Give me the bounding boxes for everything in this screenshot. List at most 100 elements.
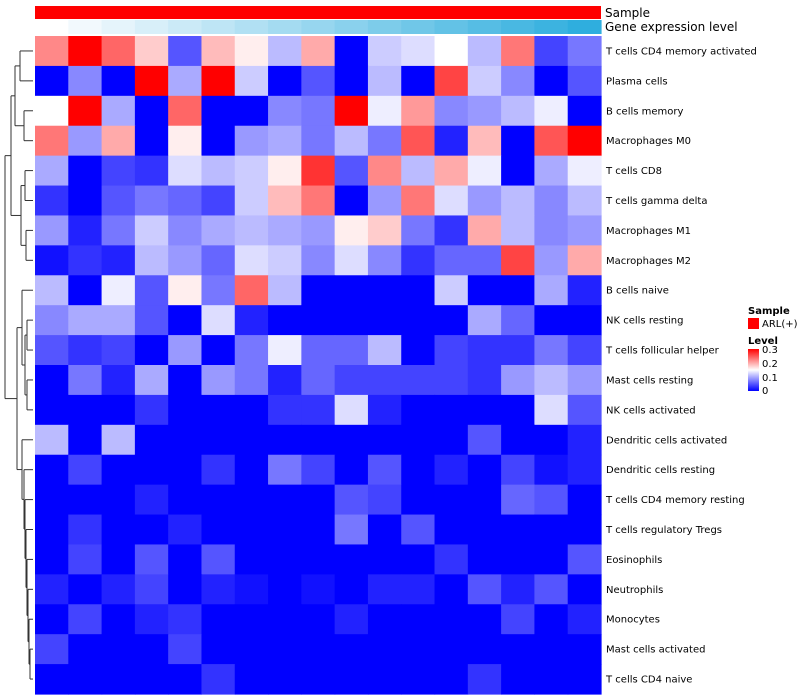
heatmap-cell [567,394,602,426]
heatmap-cell [101,65,136,97]
heatmap-cell [234,125,269,157]
heatmap-cell [534,275,569,306]
heatmap-cell [101,155,136,187]
heatmap-cell [334,245,369,276]
heatmap-cell [168,305,203,336]
heatmap-cell [467,36,502,67]
row-label: Monocytes [606,615,660,626]
row-labels: T cells CD4 memory activated Plasma cells… [605,46,757,685]
annotation-cell-gene-expression [467,20,502,34]
annotation-cell-gene-expression [567,20,602,34]
heatmap-cell [168,275,203,306]
heatmap-cell [301,574,336,605]
heatmap-cell [201,155,236,187]
heatmap-cell [401,664,436,695]
heatmap-cell [334,65,369,97]
heatmap-cell [134,544,169,575]
heatmap-cell [501,514,536,546]
heatmap-cell [434,155,469,187]
heatmap-cell [567,95,602,127]
heatmap-cell [501,245,536,276]
heatmap-cell [234,664,269,695]
legend-level-tick-0: 0.3 [762,345,778,356]
heatmap-cell [268,394,302,426]
heatmap-cell [134,215,169,246]
heatmap-cell [268,185,302,217]
heatmap-cell [234,394,269,426]
heatmap-cell [367,125,402,157]
heatmap-cell [168,514,203,546]
heatmap-cell [301,394,336,426]
heatmap-cell [234,185,269,217]
heatmap-cell [501,634,536,665]
heatmap-cell [168,574,203,605]
heatmap-cell [168,544,203,575]
heatmap-cell [567,155,602,187]
heatmap-cell [401,125,436,157]
heatmap-cell [68,574,103,605]
heatmap-cell [334,365,369,396]
heatmap-cell [367,95,402,127]
legend-sample-title: Sample [748,306,790,317]
annotation-cell-gene-expression [268,20,302,34]
heatmap-cell [467,365,502,396]
heatmap-cell [534,424,569,456]
heatmap-cell [268,664,302,695]
heatmap-cell [234,484,269,516]
heatmap-cell [567,514,602,546]
row-label: Macrophages M1 [606,226,691,237]
heatmap-cell [534,185,569,217]
heatmap-cell [134,394,169,426]
heatmap-cell [567,365,602,396]
annotation-cell-gene-expression [234,20,269,34]
heatmap-cell [101,305,136,336]
heatmap-cell [534,155,569,187]
heatmap-cell [301,305,336,336]
heatmap-cell [401,634,436,665]
heatmap-cell [268,604,302,635]
heatmap-cell [268,574,302,605]
heatmap-cell [201,215,236,246]
heatmap-cell [168,604,203,635]
heatmap-cell [168,424,203,456]
heatmap-cell [35,95,69,127]
heatmap-cell [334,664,369,695]
heatmap-cell [434,634,469,665]
heatmap-cell [334,275,369,306]
heatmap-cell [534,574,569,605]
heatmap-cell [134,664,169,695]
heatmap-cell [467,65,502,97]
heatmap-cell [334,604,369,635]
heatmap-cell [168,95,203,127]
heatmap-cell [501,185,536,217]
heatmap-cell [534,484,569,516]
heatmap-cell [567,424,602,456]
legend-level-tick-2: 0.1 [762,373,778,384]
heatmap-cell [567,604,602,635]
heatmap-cell [201,305,236,336]
heatmap-cell [367,574,402,605]
heatmap-cell [501,574,536,605]
row-label: B cells naive [606,286,669,297]
row-label: Macrophages M0 [606,136,691,147]
heatmap-cell [501,305,536,336]
heatmap-cell [467,95,502,127]
heatmap-cell [168,125,203,157]
heatmap-cell [68,424,103,456]
heatmap-cell [234,275,269,306]
heatmap-cell [434,65,469,97]
heatmap-cell [401,65,436,97]
annotation-label-sample: Sample [605,6,650,20]
heatmap-cell [434,514,469,546]
heatmap-cell [35,634,69,665]
heatmap-cell [401,604,436,635]
heatmap-cell [467,185,502,217]
row-label: T cells gamma delta [605,196,707,207]
heatmap-cell [467,424,502,456]
heatmap-cell [35,454,69,486]
heatmap-cell [68,275,103,306]
row-dendrogram [4,50,33,680]
heatmap-cell [168,454,203,486]
heatmap-cell [68,604,103,635]
row-label: NK cells activated [606,405,696,416]
